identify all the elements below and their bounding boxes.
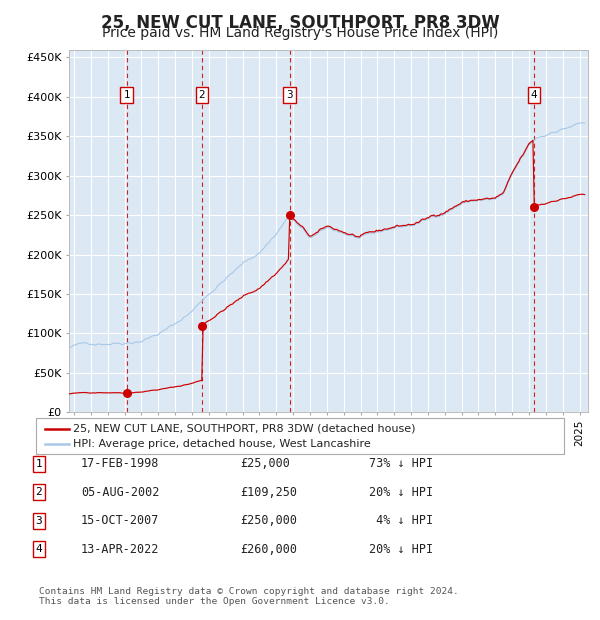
Text: 3: 3: [35, 516, 43, 526]
Text: Contains HM Land Registry data © Crown copyright and database right 2024.
This d: Contains HM Land Registry data © Crown c…: [39, 587, 459, 606]
Text: 73% ↓ HPI: 73% ↓ HPI: [369, 458, 433, 470]
Text: 15-OCT-2007: 15-OCT-2007: [81, 515, 160, 527]
Text: 13-APR-2022: 13-APR-2022: [81, 543, 160, 556]
Text: £109,250: £109,250: [240, 486, 297, 498]
Text: 25, NEW CUT LANE, SOUTHPORT, PR8 3DW (detached house): 25, NEW CUT LANE, SOUTHPORT, PR8 3DW (de…: [73, 423, 416, 433]
Text: 4: 4: [35, 544, 43, 554]
Text: 20% ↓ HPI: 20% ↓ HPI: [369, 543, 433, 556]
Text: 2: 2: [199, 90, 205, 100]
Text: 3: 3: [286, 90, 293, 100]
Text: 4: 4: [530, 90, 537, 100]
Text: 4% ↓ HPI: 4% ↓ HPI: [369, 515, 433, 527]
Text: Price paid vs. HM Land Registry's House Price Index (HPI): Price paid vs. HM Land Registry's House …: [102, 26, 498, 40]
Text: 1: 1: [35, 459, 43, 469]
Text: 2: 2: [35, 487, 43, 497]
Text: HPI: Average price, detached house, West Lancashire: HPI: Average price, detached house, West…: [73, 439, 371, 449]
Text: 17-FEB-1998: 17-FEB-1998: [81, 458, 160, 470]
Text: £260,000: £260,000: [240, 543, 297, 556]
Text: 1: 1: [124, 90, 130, 100]
Text: 05-AUG-2002: 05-AUG-2002: [81, 486, 160, 498]
Text: 20% ↓ HPI: 20% ↓ HPI: [369, 486, 433, 498]
Text: 25, NEW CUT LANE, SOUTHPORT, PR8 3DW: 25, NEW CUT LANE, SOUTHPORT, PR8 3DW: [101, 14, 499, 32]
Text: £250,000: £250,000: [240, 515, 297, 527]
Text: £25,000: £25,000: [240, 458, 290, 470]
